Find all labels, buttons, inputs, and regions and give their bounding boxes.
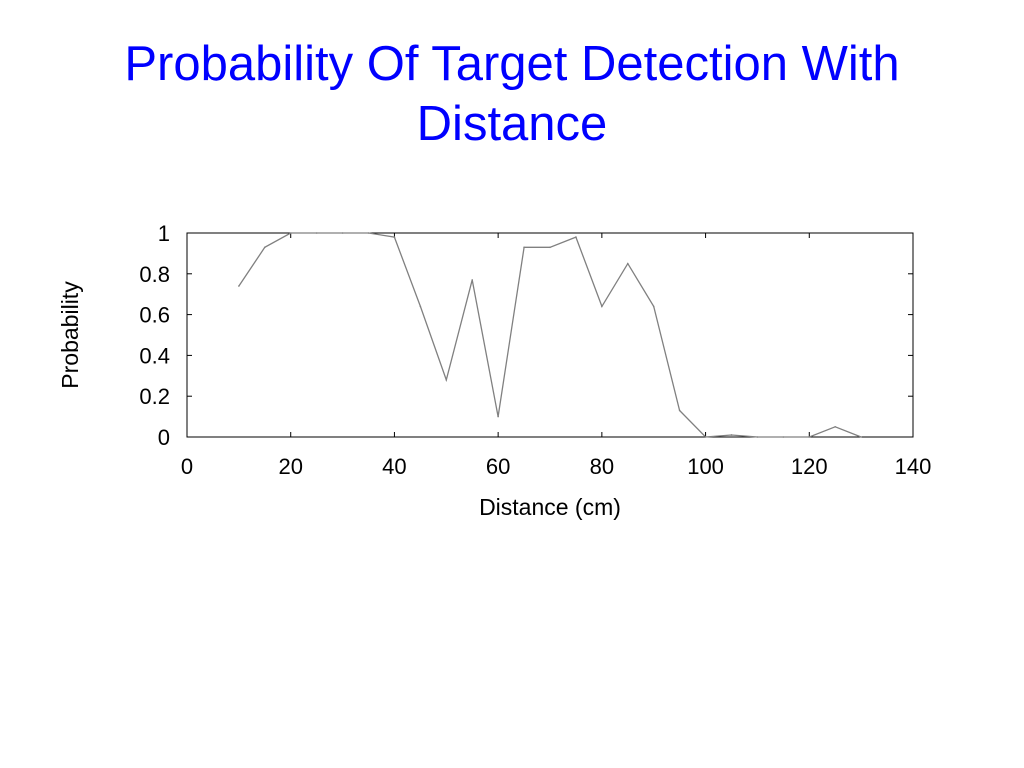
x-tick-label: 100 xyxy=(687,454,724,479)
y-tick-label: 0.6 xyxy=(139,303,170,328)
y-tick-label: 1 xyxy=(158,221,170,246)
data-point xyxy=(341,232,344,234)
data-point xyxy=(471,279,474,281)
data-point xyxy=(730,434,733,436)
x-tick-label: 120 xyxy=(791,454,828,479)
data-point xyxy=(601,305,603,308)
y-axis-label: Probability xyxy=(57,281,83,389)
x-tick-label: 40 xyxy=(382,454,406,479)
data-point xyxy=(367,232,370,234)
y-tick-label: 0 xyxy=(158,425,170,450)
data-point xyxy=(238,285,240,287)
data-point xyxy=(652,305,655,308)
data-point xyxy=(860,436,862,438)
data-point xyxy=(575,236,577,238)
y-tick-label: 0.4 xyxy=(139,343,170,368)
slide-title-line-1: Probability Of Target Detection With xyxy=(124,37,900,91)
slide-title-line-2: Distance xyxy=(416,97,608,151)
data-point xyxy=(808,436,811,438)
series-line xyxy=(238,232,862,438)
y-tick-label: 0.2 xyxy=(139,384,170,409)
data-point xyxy=(523,246,525,249)
data-point xyxy=(445,379,448,381)
x-tick-label: 20 xyxy=(278,454,302,479)
data-point xyxy=(497,415,499,418)
data-point xyxy=(834,426,837,428)
data-point xyxy=(678,409,681,412)
x-tick-label: 0 xyxy=(181,454,193,479)
data-point xyxy=(756,436,759,438)
data-point xyxy=(626,262,629,265)
data-point xyxy=(315,232,318,234)
x-tick-label: 80 xyxy=(590,454,614,479)
data-point xyxy=(419,305,422,308)
data-point xyxy=(782,436,785,438)
plot-frame xyxy=(186,232,914,438)
x-axis-label: Distance (cm) xyxy=(479,494,621,520)
data-point xyxy=(289,232,292,234)
x-tick-label: 140 xyxy=(895,454,932,479)
data-point xyxy=(704,436,707,438)
data-point xyxy=(263,246,266,249)
slide-title: Probability Of Target Detection With Dis… xyxy=(0,34,1024,154)
data-point xyxy=(393,236,396,238)
x-tick-label: 60 xyxy=(486,454,510,479)
y-tick-label: 0.8 xyxy=(139,262,170,287)
data-point xyxy=(549,246,551,249)
